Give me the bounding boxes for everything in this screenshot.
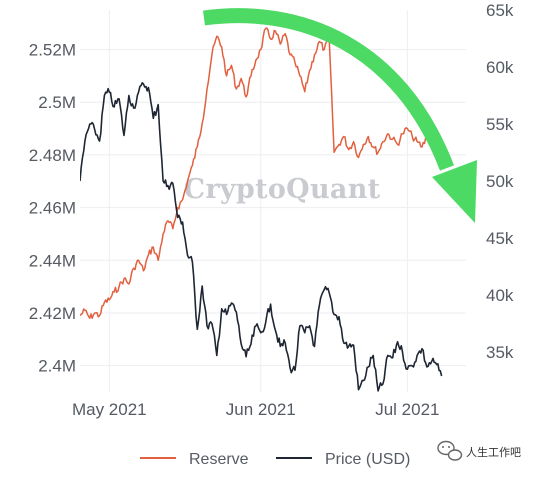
right-tick-label: 40k	[486, 286, 514, 305]
x-axis: May 2021 Jun 2021 Jul 2021	[72, 400, 440, 419]
right-tick-label: 60k	[486, 58, 514, 77]
reserve-line	[80, 27, 442, 320]
legend-label-price: Price (USD)	[325, 451, 410, 468]
series-layer	[80, 27, 443, 392]
wechat-badge: 人生工作吧	[437, 440, 521, 461]
right-tick-label: 55k	[486, 115, 514, 134]
watermark: CryptoQuant	[184, 174, 381, 205]
downtrend-arrow-head	[432, 160, 477, 223]
right-tick-label: 65k	[486, 1, 514, 20]
right-tick-label: 50k	[486, 172, 514, 191]
left-tick-label: 2.42M	[29, 304, 76, 323]
right-tick-label: 35k	[486, 343, 514, 362]
left-tick-label: 2.44M	[29, 251, 76, 270]
x-tick-label: Jun 2021	[226, 400, 296, 419]
left-tick-label: 2.4M	[38, 357, 76, 376]
wechat-badge-text: 人生工作吧	[466, 445, 521, 459]
left-tick-label: 2.5M	[38, 93, 76, 112]
left-tick-label: 2.48M	[29, 146, 76, 165]
downtrend-arrow-shaft	[202, 8, 455, 171]
left-tick-label: 2.52M	[29, 41, 76, 60]
right-tick-label: 45k	[486, 229, 514, 248]
legend-label-reserve: Reserve	[189, 451, 249, 468]
x-tick-label: Jul 2021	[375, 400, 439, 419]
price-line	[80, 82, 443, 392]
x-tick-label: May 2021	[72, 400, 147, 419]
downtrend-arrow	[202, 8, 477, 223]
wechat-icon	[437, 440, 463, 461]
left-axis: 2.4M 2.42M 2.44M 2.46M 2.48M 2.5M 2.52M	[29, 41, 76, 376]
grid	[80, 10, 466, 392]
legend: Reserve Price (USD)	[140, 451, 410, 468]
left-tick-label: 2.46M	[29, 199, 76, 218]
right-axis: 35k 40k 45k 50k 55k 60k 65k	[486, 1, 514, 362]
